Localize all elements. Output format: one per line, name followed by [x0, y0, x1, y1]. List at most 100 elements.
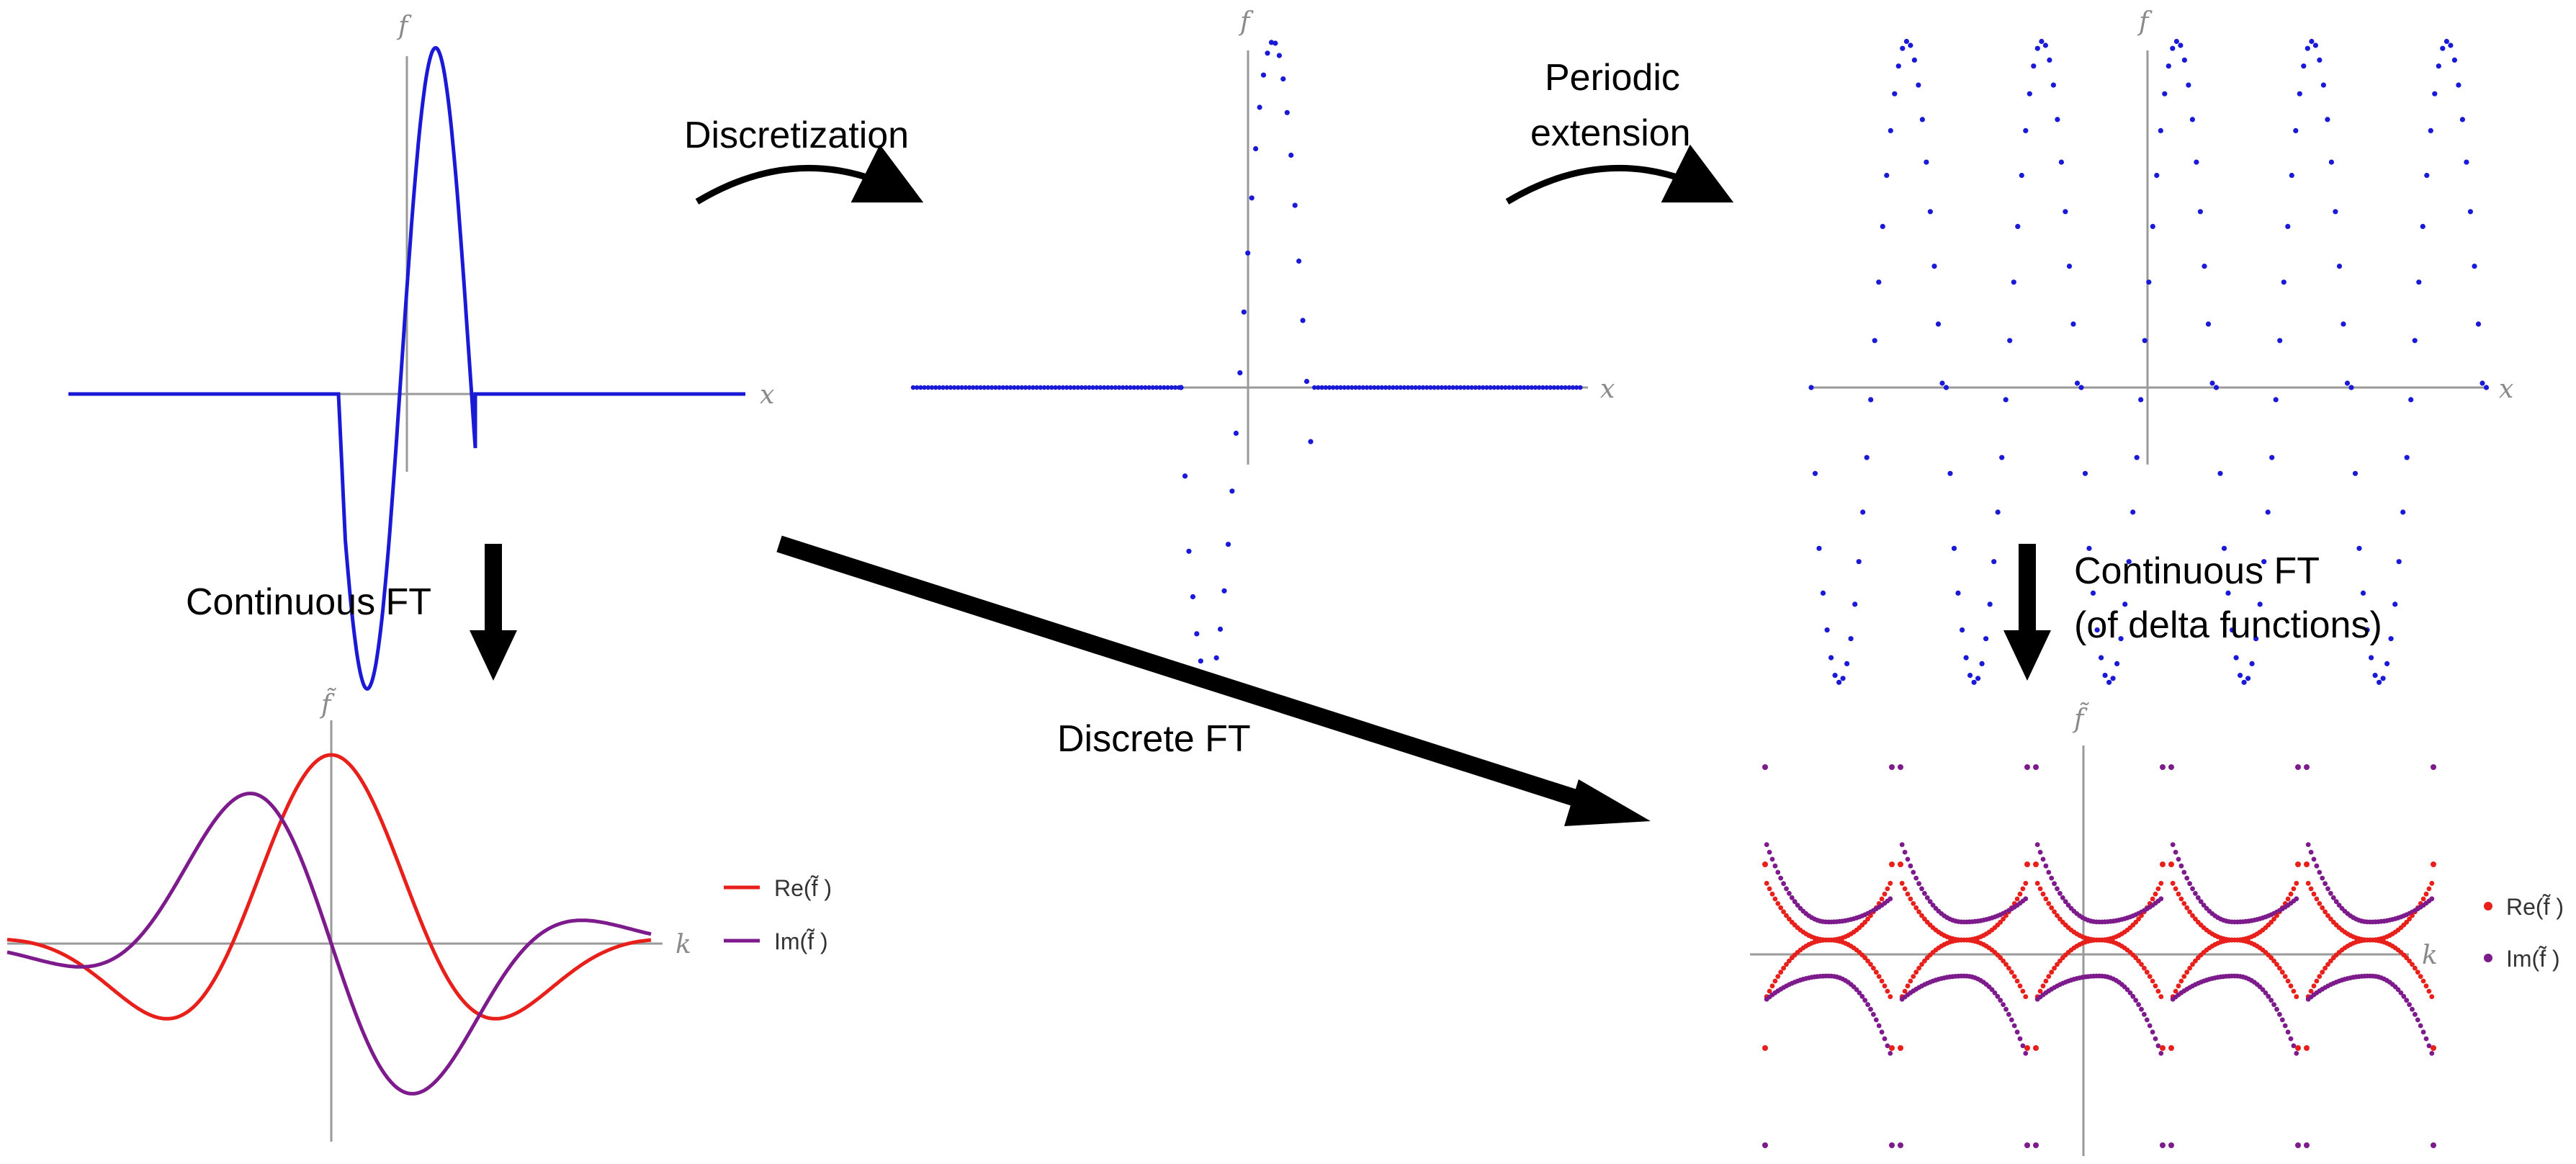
dft-imag-point	[1775, 869, 1781, 875]
dft-imag-point	[2323, 881, 2328, 887]
dft-imag-point	[1916, 881, 1922, 887]
dft-real-point	[2001, 916, 2006, 922]
periodic-sample-point	[2360, 590, 2366, 596]
dft-real-point	[2040, 891, 2046, 897]
dft-real-point	[1913, 905, 1919, 910]
legend-im-label: Im(f̃ )	[2506, 946, 2560, 972]
sample-point	[1454, 385, 1460, 390]
dft-real-point	[2049, 970, 2055, 975]
dft-real-point	[2429, 880, 2435, 886]
periodic-sample-point	[2122, 601, 2128, 607]
dft-real-point	[2187, 909, 2193, 915]
periodic-sample-point	[2400, 509, 2406, 515]
dft-imag-point	[2429, 1051, 2435, 1056]
dft-imag-point	[2304, 1142, 2310, 1148]
dft-real-point	[1769, 891, 1775, 897]
dft-real-point	[2046, 901, 2052, 906]
dft-imag-point	[2201, 903, 2207, 908]
dft-imag-point	[2063, 899, 2068, 905]
periodic-sample-point	[2082, 470, 2088, 476]
periodic-sample-point	[2007, 338, 2013, 344]
dft-real-point	[1865, 916, 1871, 922]
dft-imag-point	[2124, 987, 2130, 993]
sample-point	[1190, 594, 1195, 600]
dft-real-point	[2043, 896, 2049, 902]
periodic-sample-point	[1880, 223, 1885, 229]
sample-point	[1401, 385, 1407, 390]
dft-imag-point	[2336, 903, 2342, 908]
sample-point	[1563, 385, 1568, 390]
dft-imag-point	[2160, 1142, 2166, 1148]
sample-point	[1296, 258, 1302, 264]
dft-real-point	[1781, 909, 1787, 915]
dft-imag-point	[2279, 1017, 2285, 1023]
sample-point	[1466, 385, 1471, 390]
dft-imag-point	[1772, 863, 1778, 869]
periodic-sample-point	[2042, 42, 2048, 48]
periodic-sample-point	[2245, 676, 2251, 681]
dft-imag-point	[2193, 890, 2198, 896]
periodic-sample-point	[2106, 679, 2112, 685]
dft-real-point	[2160, 861, 2166, 867]
sample-point	[1548, 385, 1553, 390]
dft-real-point	[2037, 988, 2043, 994]
sample-point	[1372, 385, 1377, 390]
dft-real-point	[1879, 896, 1885, 902]
periodic-sample-point	[2472, 264, 2477, 269]
dft-real-point	[2426, 988, 2432, 994]
sample-point	[1476, 385, 1482, 390]
periodic-sample-point	[1931, 264, 1937, 269]
dft-real-point	[2404, 919, 2410, 925]
dft-real-point	[2158, 880, 2164, 886]
periodic-sample-point	[2019, 172, 2024, 179]
dft-imag-point	[2190, 886, 2195, 892]
periodic-sample-point	[2233, 655, 2239, 661]
dft-real-point	[2285, 978, 2291, 984]
sample-point	[1241, 309, 1247, 315]
dft-real-point	[1913, 970, 1919, 975]
sample-point	[944, 385, 950, 390]
dft-imag-point	[2320, 875, 2325, 881]
sample-point	[1303, 378, 1310, 385]
periodic-sample-point	[2047, 57, 2052, 63]
dft-imag-point	[2415, 1017, 2420, 1023]
sample-point	[1300, 318, 1306, 323]
sample-point	[1249, 195, 1255, 201]
sample-point	[933, 385, 938, 390]
dft-real-point	[2431, 1045, 2436, 1051]
dft-imag-point	[2142, 1011, 2147, 1017]
sample-point	[1046, 385, 1051, 390]
dft-real-point	[1885, 886, 1890, 892]
sample-point	[1327, 385, 1332, 390]
periodic-sample-point	[2289, 172, 2294, 179]
dft-real-point	[2024, 861, 2030, 867]
dft-real-point	[1772, 896, 1778, 902]
dft-imag-point	[2333, 899, 2339, 905]
dft-real-point	[1888, 994, 1893, 1000]
dft-imag-point	[2014, 1029, 2020, 1035]
sample-point	[1450, 385, 1455, 390]
dft-imag-point	[1767, 849, 1772, 855]
periodic-sample-point	[2281, 279, 2286, 285]
dft-imag-point	[2020, 1043, 2026, 1049]
periodic-sample-point	[2285, 223, 2291, 229]
periodic-sample-point	[2142, 338, 2148, 344]
dft-imag-point	[2407, 1002, 2413, 1008]
dft-real-point	[2052, 965, 2057, 971]
dft-imag-point	[2420, 1029, 2426, 1035]
dft-real-point	[1905, 891, 1911, 897]
sample-point	[1015, 385, 1020, 390]
periodic-sample-point	[2118, 636, 2124, 642]
dft-real-point	[2295, 861, 2301, 867]
dft-imag-point	[2195, 895, 2201, 900]
dft-real-point	[2024, 1045, 2030, 1051]
periodic-sample-point	[1927, 209, 1933, 215]
dft-imag-point	[2282, 1023, 2288, 1029]
dft-real-point	[1862, 955, 1868, 961]
periodic-sample-point	[2039, 38, 2045, 45]
dft-real-point	[2431, 861, 2436, 867]
sample-point	[1237, 370, 1243, 376]
sample-point	[910, 385, 916, 390]
periodic-sample-point	[2158, 127, 2163, 133]
